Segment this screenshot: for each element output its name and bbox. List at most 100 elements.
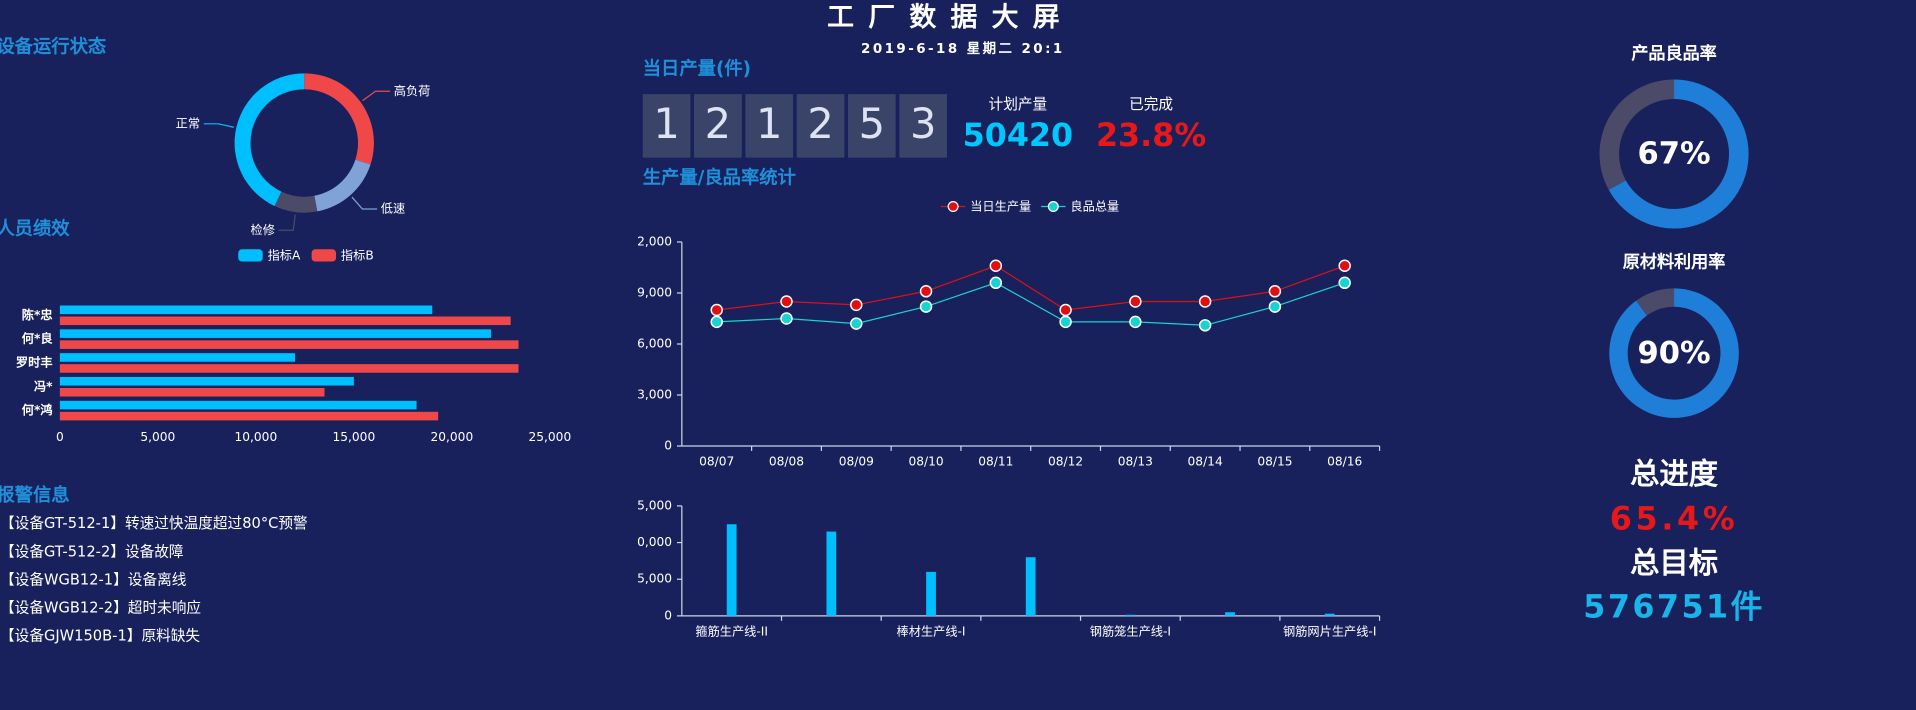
point (780, 312, 793, 325)
point (1129, 295, 1142, 308)
pie-slice (314, 159, 371, 212)
point (710, 315, 723, 329)
bar (59, 364, 519, 373)
x-tick-label: 15,000 (333, 430, 376, 444)
point (1338, 259, 1351, 273)
point (1129, 315, 1142, 329)
point (989, 259, 1003, 273)
x-tick-label: 钢筋网片生产线-I (1283, 623, 1376, 638)
x-tick-label: 08/15 (1257, 454, 1292, 468)
panel-title: 当日产量(件) (643, 58, 751, 80)
gauge-track (1599, 79, 1675, 190)
leader-line (203, 123, 235, 128)
y-tick-label: 何*良 (22, 331, 54, 346)
digit-box (642, 94, 691, 158)
slice-label: 高负荷 (394, 83, 431, 98)
point (780, 295, 793, 308)
y-tick-label: 5,000 (637, 572, 672, 586)
legend-label: 良品总量 (1070, 199, 1119, 214)
point (1059, 303, 1072, 317)
digit: 5 (859, 99, 885, 148)
alarm-item: 【设备GT-512-1】转速过快温度超过80°C预警 (0, 515, 308, 532)
point (989, 276, 1003, 290)
datetime: 2019-6-18 星期二 20:1 (861, 41, 1065, 57)
gauge-title: 产品良品率 (1631, 43, 1716, 64)
bar (59, 353, 296, 362)
y-tick-label: 5,000 (637, 498, 672, 512)
point (1059, 315, 1072, 329)
legend-dot (1047, 201, 1059, 213)
x-tick-label: 08/14 (1188, 454, 1223, 468)
series-line (716, 265, 1345, 311)
x-tick-label: 08/13 (1118, 454, 1153, 468)
bar (59, 329, 492, 338)
point (1198, 295, 1212, 308)
bar (59, 400, 417, 410)
x-tick-label: 25,000 (529, 430, 572, 444)
plan-value: 50420 (963, 118, 1074, 154)
x-tick-label: 箍筋生产线-II (695, 623, 768, 638)
x-tick-label: 钢筋笼生产线-I (1090, 623, 1171, 638)
y-tick-label: 何*鸿 (22, 402, 53, 417)
digit-box (848, 94, 896, 158)
digit-box (745, 94, 794, 158)
legend-label: 指标A (268, 248, 301, 263)
x-tick-label: 10,000 (235, 430, 278, 444)
alarm-item: 【设备WGB12-1】设备离线 (0, 571, 187, 588)
digit: 1 (756, 99, 782, 148)
point (1198, 319, 1212, 332)
panel-title: 人员绩效 (0, 218, 70, 240)
x-tick-label: 棒材生产线-I (897, 624, 966, 638)
panel-title: 报警信息 (0, 484, 70, 506)
point (1268, 285, 1282, 298)
legend-swatch (311, 249, 337, 262)
point (919, 285, 933, 298)
leader-line (351, 196, 378, 210)
bar (59, 411, 439, 421)
bar (926, 571, 936, 616)
pie-slice (304, 73, 374, 165)
bar (1324, 613, 1335, 616)
gauge-value: 67% (1638, 137, 1711, 172)
page-title: 工 厂 数 据 大 屏 (827, 2, 1062, 33)
alarm-item: 【设备WGB12-2】超时未响应 (0, 599, 201, 617)
y-tick-label: 冯* (34, 379, 53, 393)
x-tick-label: 08/09 (839, 454, 874, 468)
bar (59, 387, 325, 397)
digit-box (899, 94, 948, 158)
bar (59, 376, 354, 386)
point (710, 303, 723, 317)
digit: 2 (807, 99, 833, 148)
slice-label: 正常 (176, 116, 200, 130)
bar (59, 316, 511, 326)
pie-slice (234, 73, 305, 207)
digit: 2 (705, 99, 731, 148)
done-value: 23.8% (1096, 118, 1206, 154)
bar (59, 340, 519, 349)
digit: 3 (910, 99, 936, 148)
y-tick-label: 0 (664, 439, 672, 453)
legend-label: 指标B (341, 248, 374, 263)
bar (1125, 614, 1136, 616)
y-tick-label: 3,000 (637, 388, 672, 402)
x-tick-label: 0 (56, 430, 64, 444)
target-value: 576751件 (1583, 590, 1765, 626)
panel-title: 设备运行状态 (0, 36, 107, 58)
x-tick-label: 08/16 (1327, 454, 1362, 468)
point (1338, 276, 1351, 290)
y-tick-label: 罗时丰 (16, 354, 53, 369)
leader-line (362, 90, 391, 102)
panel-title: 生产量/良品率统计 (643, 166, 796, 188)
digit: 1 (653, 99, 679, 148)
x-tick-label: 20,000 (431, 430, 474, 444)
leader-line (278, 214, 296, 231)
y-tick-label: 6,000 (637, 337, 672, 351)
point (850, 298, 863, 312)
y-tick-label: 2,000 (637, 234, 672, 248)
x-tick-label: 08/08 (769, 454, 804, 468)
gauge-title: 原材料利用率 (1623, 252, 1726, 273)
plan-label: 计划产量 (989, 96, 1048, 113)
x-tick-label: 08/11 (978, 454, 1013, 468)
legend-dot (947, 201, 959, 213)
